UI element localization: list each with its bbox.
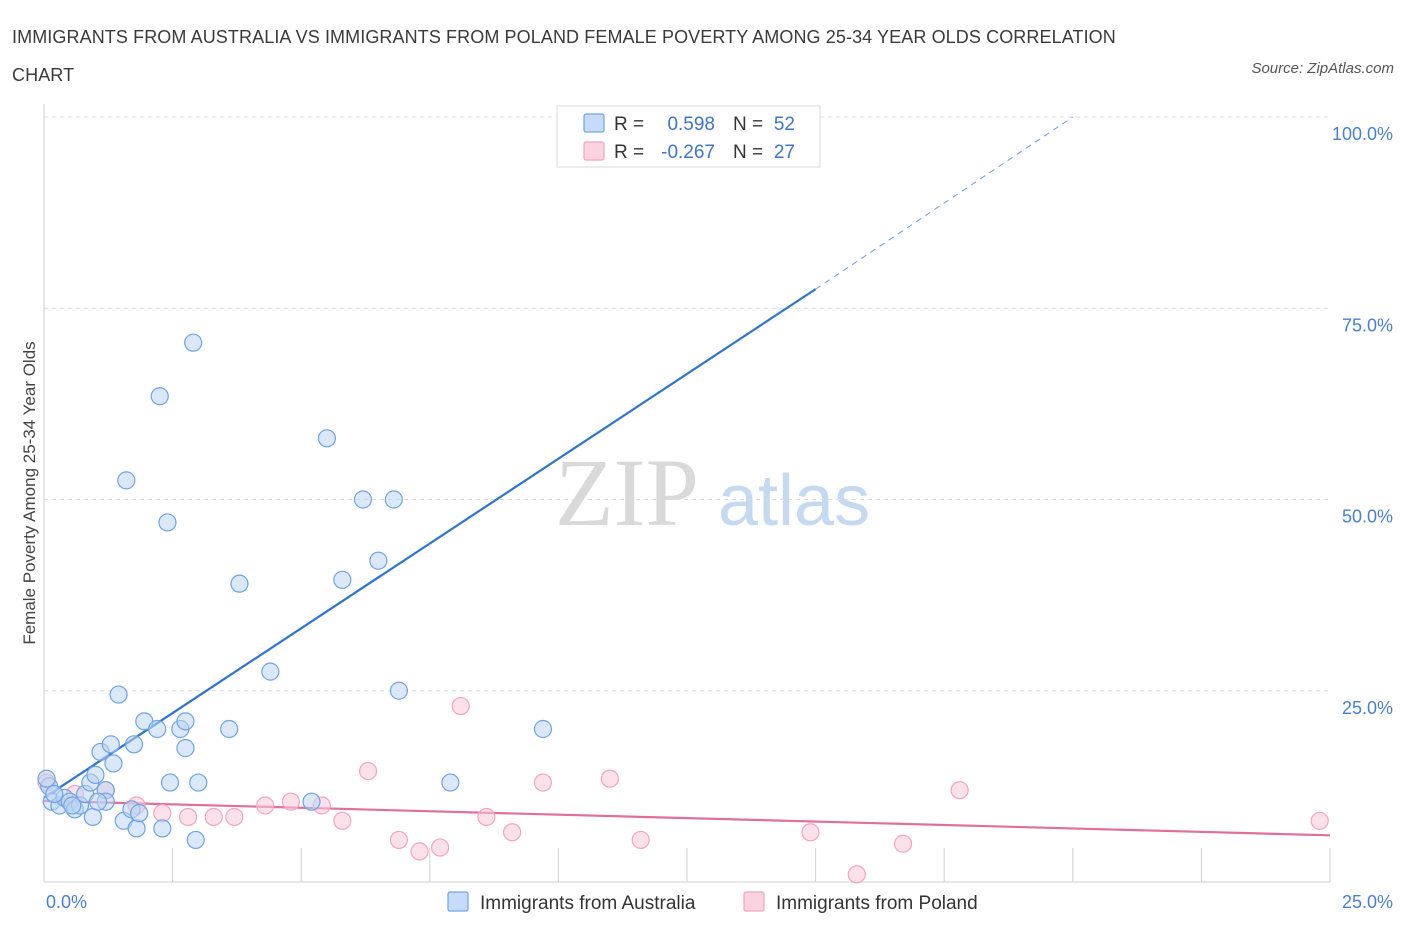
australia-r-label: R = <box>614 114 644 135</box>
poland-point <box>801 823 820 842</box>
australia-point <box>261 662 280 681</box>
poland-point <box>389 830 409 850</box>
poland-point <box>600 769 619 788</box>
australia-point <box>389 681 409 700</box>
poland-swatch <box>583 141 605 161</box>
australia-point <box>189 773 208 792</box>
australia-n-label: N = <box>733 114 763 135</box>
poland-point <box>410 842 429 861</box>
chart-title: IMMIGRANTS FROM AUSTRALIA VS IMMIGRANTS … <box>12 27 1116 85</box>
australia-point <box>230 574 249 593</box>
australia-point <box>184 333 203 352</box>
australia-point <box>160 773 180 792</box>
australia-point <box>333 570 352 589</box>
poland-point <box>281 792 301 811</box>
australia-point <box>101 735 120 754</box>
australia-point <box>176 739 195 758</box>
australia-point <box>37 769 56 788</box>
australia-point <box>153 819 172 838</box>
watermark-atlas: atlas <box>718 461 870 541</box>
australia-point <box>88 792 108 811</box>
australia-point <box>186 830 205 850</box>
data-points <box>37 107 1329 884</box>
poland-r-value: -0.267 <box>661 142 715 163</box>
poland-point <box>847 865 866 884</box>
poland-n-value: 27 <box>774 142 795 163</box>
australia-swatch <box>583 113 605 133</box>
poland-point <box>533 773 553 792</box>
poland-n-label: N = <box>733 142 763 163</box>
poland-point <box>503 823 522 842</box>
australia-point <box>384 490 403 509</box>
source-label: Source: ZipAtlas.com <box>1251 60 1394 77</box>
australia-n-value: 52 <box>774 114 795 135</box>
australia-r-value: 0.598 <box>667 114 715 135</box>
australia-point <box>317 429 337 448</box>
australia-trend-extension <box>815 116 1074 290</box>
australia-point <box>158 513 177 532</box>
poland-point <box>631 830 650 850</box>
poland-point <box>950 781 969 800</box>
australia-point <box>220 719 239 739</box>
stats-legend: R = 0.598 N = 52 R = -0.267 N = 27 <box>556 105 821 168</box>
australia-point <box>109 685 128 704</box>
australia-point <box>117 471 136 490</box>
poland-point <box>256 796 275 815</box>
australia-point <box>150 387 169 406</box>
poland-point <box>204 807 223 827</box>
australia-point <box>533 719 553 739</box>
y-tick-label: 25.0% <box>1342 698 1393 718</box>
bottom-legend: Immigrants from Australia Immigrants fro… <box>447 891 978 914</box>
poland-r-label: R = <box>614 142 644 163</box>
poland-point <box>358 761 378 781</box>
australia-point <box>124 735 144 754</box>
axes <box>43 104 1331 883</box>
australia-point <box>104 754 123 773</box>
poland-point <box>893 834 913 853</box>
legend-australia-label: Immigrants from Australia <box>480 893 696 914</box>
tick-labels: 25.0% 50.0% 75.0% 100.0% 0.0% 25.0% <box>46 124 1393 912</box>
poland-point <box>153 804 172 823</box>
legend-australia-swatch <box>447 891 469 912</box>
australia-point <box>130 804 149 823</box>
australia-point <box>176 712 195 731</box>
poland-point <box>333 811 352 830</box>
watermark-zip: ZIP <box>555 439 699 546</box>
australia-point <box>83 807 102 827</box>
legend-poland-swatch <box>743 891 765 912</box>
australia-point <box>441 773 460 792</box>
x-tick-label: 0.0% <box>46 892 87 912</box>
poland-point <box>1310 811 1329 830</box>
poland-point <box>451 696 470 716</box>
x-tick-label: 25.0% <box>1342 892 1393 912</box>
y-tick-label: 75.0% <box>1342 315 1393 335</box>
legend-poland-label: Immigrants from Poland <box>776 893 978 914</box>
poland-point <box>178 807 198 827</box>
australia-point <box>63 796 82 815</box>
australia-point <box>369 551 388 570</box>
australia-point <box>353 490 373 509</box>
y-tick-label: 100.0% <box>1332 124 1393 144</box>
grid-lines <box>44 116 1330 692</box>
poland-point <box>225 807 244 827</box>
australia-point <box>148 719 167 739</box>
australia-trend-line <box>43 288 817 799</box>
poland-point <box>430 838 450 857</box>
australia-point <box>86 765 105 785</box>
y-axis-label: Female Poverty Among 25-34 Year Olds <box>20 341 39 644</box>
australia-point <box>302 792 321 811</box>
poland-point <box>477 807 496 827</box>
australia-point <box>45 784 64 804</box>
y-tick-label: 50.0% <box>1342 507 1393 527</box>
australia-point <box>127 819 146 838</box>
